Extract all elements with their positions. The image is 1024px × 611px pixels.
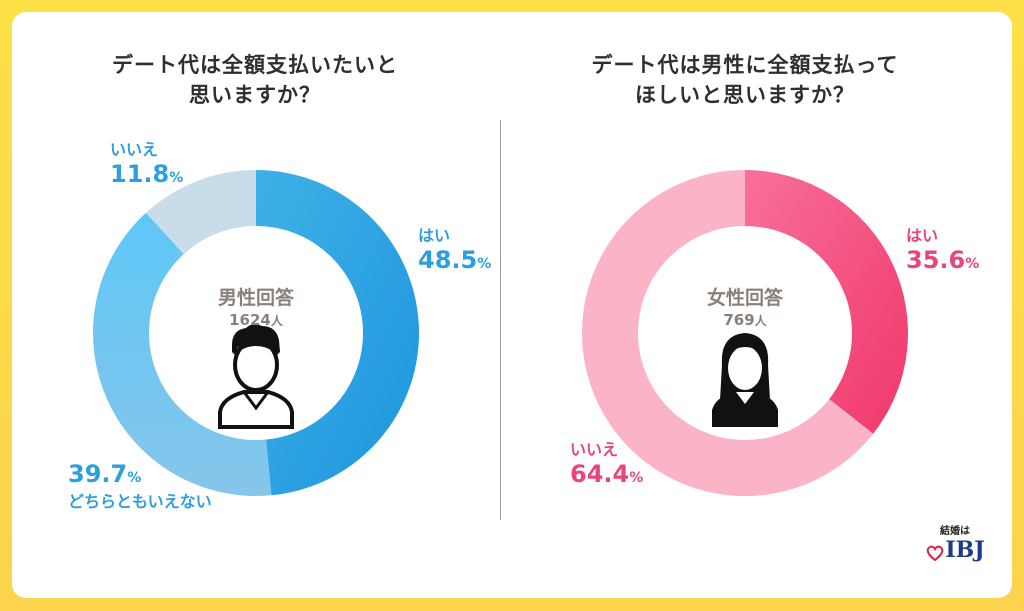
- right-center-label: 女性回答 769人: [665, 283, 825, 329]
- left-center-group: 男性回答: [217, 287, 294, 309]
- left-label-no-value: 11.8: [110, 160, 170, 188]
- left-label-maybe-name: どちらともいえない: [68, 492, 212, 511]
- right-center-n: 769: [723, 311, 755, 329]
- logo-brand: IBJ: [945, 537, 985, 563]
- left-label-maybe-value: 39.7: [68, 460, 128, 488]
- right-title-line1: デート代は男性に全額支払って: [591, 53, 899, 77]
- ibj-logo: 結婚は IBJ: [915, 522, 995, 572]
- right-center-unit: 人: [754, 314, 767, 328]
- female-person-icon: [712, 333, 778, 427]
- right-label-yes: はい 35.6%: [906, 222, 979, 274]
- right-label-no-unit: %: [629, 470, 644, 486]
- left-label-yes-name: はい: [418, 226, 451, 245]
- heart-icon: [927, 545, 944, 561]
- male-person-icon: [218, 324, 294, 429]
- right-label-yes-value: 35.6: [906, 246, 966, 274]
- left-label-yes: はい 48.5%: [418, 222, 491, 274]
- left-label-no-unit: %: [169, 170, 184, 186]
- left-title-line2: 思いますか？: [189, 83, 321, 107]
- left-label-maybe-unit: %: [127, 470, 142, 486]
- left-label-no-name: いいえ: [110, 140, 159, 159]
- right-label-no-value: 64.4: [570, 460, 630, 488]
- left-label-no: いいえ 11.8%: [110, 136, 183, 188]
- logo-top-text: 結婚は: [940, 526, 970, 537]
- left-chart-title: デート代は全額支払いたいと 思いますか？: [45, 50, 465, 110]
- right-title-line2: ほしいと思いますか？: [635, 83, 855, 107]
- left-label-yes-value: 48.5: [418, 246, 478, 274]
- left-center-unit: 人: [270, 314, 283, 328]
- left-title-line1: デート代は全額支払いたいと: [112, 53, 398, 77]
- right-label-no-name: いいえ: [570, 440, 619, 459]
- left-label-yes-unit: %: [477, 256, 492, 272]
- right-chart-title: デート代は男性に全額支払って ほしいと思いますか？: [535, 50, 955, 110]
- center-divider: [500, 120, 501, 520]
- right-center-group: 女性回答: [706, 287, 783, 309]
- right-label-yes-unit: %: [965, 256, 980, 272]
- right-label-yes-name: はい: [906, 226, 939, 245]
- left-center-label: 男性回答 1624人: [176, 283, 336, 329]
- left-center-n: 1624: [229, 311, 271, 329]
- right-label-no: いいえ 64.4%: [570, 436, 643, 488]
- left-label-maybe: 39.7% どちらともいえない: [68, 460, 212, 512]
